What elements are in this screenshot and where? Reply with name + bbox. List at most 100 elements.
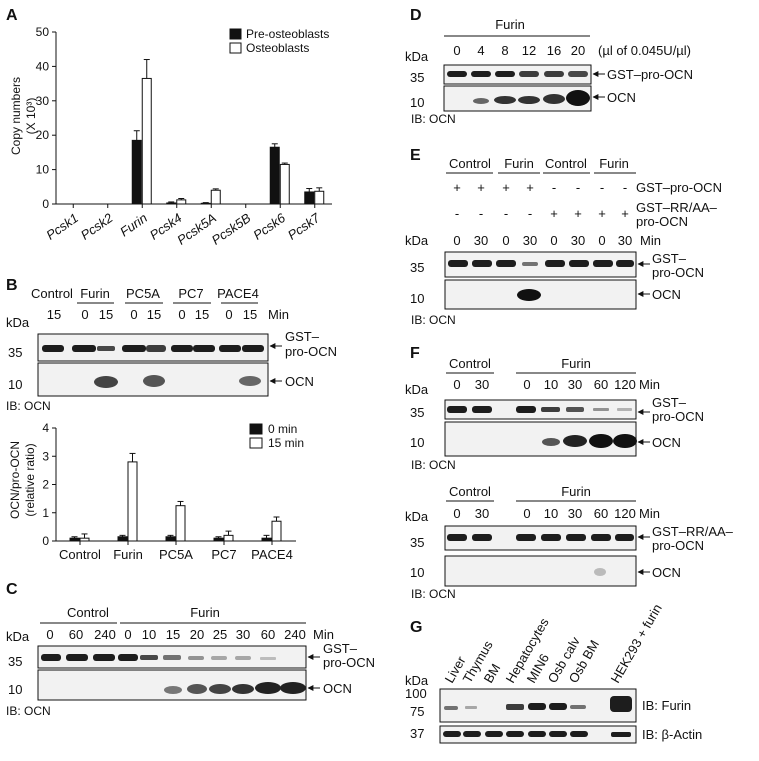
e-kda: kDa	[405, 233, 429, 248]
d-dose: 0	[453, 43, 460, 58]
e-label-gst: GST–	[652, 251, 687, 266]
f-top-label-gst: GST–	[652, 395, 687, 410]
y-tick-label: 10	[36, 163, 50, 177]
panel-c-label: C	[6, 581, 18, 598]
panel-a-legend: Pre-osteoblasts Osteoblasts	[229, 27, 329, 55]
c-label-gst: GST–	[323, 641, 358, 656]
e-sign: -	[479, 206, 483, 221]
y-tick-label: 30	[36, 94, 50, 108]
e-ib: IB: OCN	[411, 313, 456, 327]
c-marker-35: 35	[8, 654, 22, 669]
f-bot-ib: IB: OCN	[411, 587, 456, 601]
x-tick-label: Control	[59, 547, 101, 562]
b-kda: kDa	[6, 315, 30, 330]
f-time: 30	[568, 506, 582, 521]
bar	[175, 505, 186, 542]
g-ib-furin: IB: Furin	[642, 698, 691, 713]
b-group-pace4: PACE4	[217, 286, 259, 301]
c-times: 0 60 240 0 10 15 20 25 30 60 240	[46, 627, 305, 642]
f-bot-marker-10: 10	[410, 565, 424, 580]
c-time: 10	[142, 627, 156, 642]
e-marker-35: 35	[410, 260, 424, 275]
b-group-control: Control	[31, 286, 73, 301]
e-sign: -	[576, 180, 580, 195]
legend-pre-osteoblasts: Pre-osteoblasts	[246, 27, 329, 41]
f-top-time-unit: Min	[639, 377, 660, 392]
f-bot-group-control: Control	[449, 484, 491, 499]
f-top-label-pro-ocn: pro-OCN	[652, 409, 704, 424]
e-sign: -	[528, 206, 532, 221]
x-tick-label: Pcsk2	[78, 210, 116, 243]
panel-a-ylabel-unit: (X 10³)	[24, 98, 38, 135]
f-time: 60	[594, 506, 608, 521]
b-marker-10: 10	[8, 377, 22, 392]
d-group-furin: Furin	[495, 17, 525, 32]
e-time: 0	[598, 233, 605, 248]
g-marker-100: 100	[405, 686, 427, 701]
f-bot-label-ocn: OCN	[652, 565, 681, 580]
g-sample-labels: Liver Thymus BM Hepatocytes MIN6 Osb cal…	[442, 601, 665, 685]
e-row2-label-2: pro-OCN	[636, 214, 688, 229]
bar	[69, 537, 80, 542]
y-tick-label: 3	[42, 449, 49, 463]
e-group-furin-1: Furin	[504, 156, 534, 171]
f-bot-times: 0 30 0 10 30 60 120	[453, 506, 635, 521]
f-top-times: 0 30 0 10 30 60 120	[453, 377, 635, 392]
f-top-label-ocn: OCN	[652, 435, 681, 450]
f-top-bands-bottom	[542, 434, 637, 448]
b-time-unit: Min	[268, 307, 289, 322]
f-top-kda: kDa	[405, 382, 429, 397]
panel-b-chart: 0 1 2 3 4 Control Furin PC5A PC7 PACE4	[42, 421, 296, 562]
e-group-control-2: Control	[545, 156, 587, 171]
d-bands-top	[447, 71, 588, 77]
x-tick-label: Furin	[113, 547, 143, 562]
e-sign: +	[502, 180, 510, 195]
f-time: 10	[544, 506, 558, 521]
x-tick-label: Furin	[117, 210, 150, 239]
y-tick-label: 2	[42, 478, 49, 492]
f-bot-bands-bottom	[594, 568, 606, 576]
e-sign: +	[526, 180, 534, 195]
b-group-furin: Furin	[80, 286, 110, 301]
f-time: 120	[614, 506, 636, 521]
y-tick-label: 50	[36, 25, 50, 39]
f-time: 30	[475, 377, 489, 392]
d-dose: 20	[571, 43, 585, 58]
d-dose-unit: (µl of 0.045U/µl)	[598, 43, 691, 58]
e-bands-top	[448, 260, 634, 267]
f-bot-marker-35: 35	[410, 535, 424, 550]
e-sign: -	[623, 180, 627, 195]
b-time: 15	[147, 307, 161, 322]
d-dose: 4	[477, 43, 484, 58]
f-top-ib: IB: OCN	[411, 458, 456, 472]
y-tick-label: 0	[42, 197, 49, 211]
bar	[131, 139, 142, 205]
f-time: 30	[568, 377, 582, 392]
c-time: 0	[46, 627, 53, 642]
panel-d-label: D	[410, 7, 422, 24]
e-sign: +	[621, 206, 629, 221]
e-sign: +	[453, 180, 461, 195]
e-time: 30	[571, 233, 585, 248]
bar	[279, 163, 290, 205]
x-tick-label: Pcsk1	[43, 210, 81, 243]
panel-b-label: B	[6, 277, 18, 294]
bar	[210, 189, 221, 205]
f-top-blot-top	[444, 399, 637, 420]
e-bands-bottom	[517, 289, 541, 301]
c-ib: IB: OCN	[6, 704, 51, 718]
x-tick-label: Pcsk7	[285, 210, 323, 243]
panel-f: F Control Furin 0 30 0 10 30 60 120 Min …	[405, 345, 734, 601]
d-dose: 16	[547, 43, 561, 58]
e-group-control-1: Control	[449, 156, 491, 171]
x-tick-label: Pcsk6	[250, 210, 288, 243]
y-tick-label: 4	[42, 421, 49, 435]
g-kda: kDa	[405, 673, 429, 688]
c-time: 0	[124, 627, 131, 642]
f-bot-bands-top	[447, 534, 634, 541]
g-bands-actin	[443, 731, 631, 737]
legend-swatch-osteoblasts	[229, 42, 242, 54]
e-times: 0 30 0 30 0 30 0 30	[453, 233, 632, 248]
e-sign: -	[504, 206, 508, 221]
f-time: 0	[453, 377, 460, 392]
